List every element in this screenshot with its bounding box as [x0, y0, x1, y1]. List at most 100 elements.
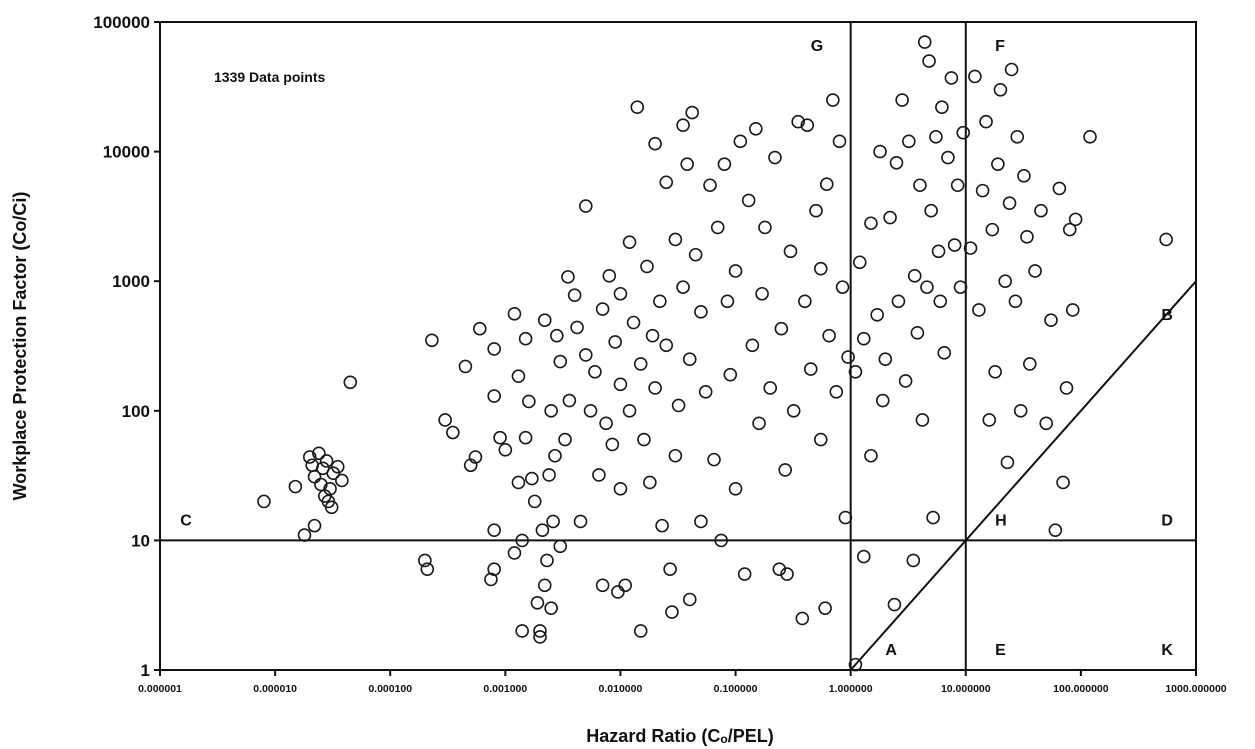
data-point: [832, 134, 847, 149]
zone-label-e: E: [995, 642, 1006, 659]
data-point: [535, 523, 550, 537]
x-tick-label: 1.000000: [829, 683, 873, 695]
data-point: [741, 193, 756, 208]
data-point: [838, 510, 853, 525]
data-point: [922, 54, 936, 68]
data-point: [873, 144, 887, 159]
data-point: [468, 450, 483, 464]
zone-label-b: B: [1161, 307, 1173, 324]
data-point: [680, 157, 694, 171]
data-point: [518, 430, 533, 445]
data-point: [668, 232, 683, 247]
data-point: [852, 255, 867, 270]
data-point: [795, 611, 810, 626]
data-point: [772, 562, 787, 576]
data-point: [630, 100, 645, 115]
data-point: [472, 321, 487, 336]
data-point: [694, 514, 708, 529]
data-point: [525, 471, 539, 486]
data-point: [288, 479, 303, 494]
data-point: [917, 35, 932, 49]
data-point: [633, 624, 648, 638]
data-point: [540, 553, 554, 568]
data-point: [511, 475, 526, 490]
data-point: [798, 294, 812, 309]
data-point: [507, 307, 522, 321]
data-point: [791, 114, 805, 129]
data-point: [640, 259, 654, 274]
data-point: [1048, 523, 1063, 537]
y-tick-label: 1: [141, 661, 150, 680]
data-point: [527, 494, 542, 509]
data-point: [768, 150, 782, 165]
data-point: [530, 596, 545, 610]
data-point: [553, 539, 568, 554]
y-tick-label: 1000: [112, 272, 150, 291]
data-point: [1083, 130, 1097, 144]
data-point: [937, 346, 952, 360]
plot-frame: [159, 21, 1197, 671]
data-point: [963, 241, 978, 255]
data-point: [875, 393, 890, 408]
data-point: [829, 385, 844, 399]
data-point: [780, 567, 794, 581]
data-point: [643, 475, 657, 490]
data-point: [330, 459, 345, 474]
data-point: [926, 510, 940, 525]
data-point: [307, 518, 322, 533]
data-point: [1044, 313, 1058, 328]
y-tick-label: 10: [131, 531, 150, 550]
data-point: [915, 413, 930, 427]
data-point: [1065, 303, 1080, 317]
data-point: [758, 220, 772, 235]
data-point: [487, 389, 501, 403]
data-point: [763, 381, 778, 395]
y-tick-label: 100000: [93, 13, 150, 32]
data-point: [533, 624, 547, 638]
data-point: [548, 448, 562, 463]
data-point: [257, 494, 271, 509]
x-tick-label: 0.001000: [483, 683, 527, 695]
data-point: [864, 216, 878, 231]
x-axis-label: Hazard Ratio (Cₒ/PEL): [586, 726, 773, 746]
data-point: [889, 155, 904, 170]
data-point: [493, 430, 507, 445]
data-point: [703, 178, 717, 193]
data-point: [935, 100, 949, 115]
data-point: [588, 364, 602, 379]
x-tick-label: 1000.000000: [1165, 683, 1226, 695]
reference-lines: [160, 22, 1197, 671]
data-point: [653, 294, 667, 309]
data-point: [826, 93, 840, 107]
data-point: [613, 482, 628, 496]
data-point: [335, 473, 349, 488]
data-point: [783, 244, 798, 259]
data-point: [515, 533, 529, 548]
data-point: [578, 348, 593, 362]
data-point: [803, 362, 818, 376]
data-point: [737, 567, 752, 581]
zone-label-k: K: [1161, 642, 1173, 659]
data-point: [1008, 294, 1023, 309]
data-point: [856, 331, 871, 346]
y-tick-label: 10000: [103, 143, 150, 162]
data-point: [583, 403, 598, 418]
data-point: [913, 178, 927, 193]
data-point: [1004, 62, 1019, 77]
data-point: [570, 320, 584, 335]
data-point: [418, 553, 432, 568]
data-point: [546, 514, 560, 529]
data-point: [898, 374, 913, 388]
data-point: [611, 585, 625, 599]
x-tick-label: 0.010000: [599, 683, 643, 695]
data-point: [297, 528, 312, 542]
data-point: [906, 553, 921, 568]
data-point: [979, 114, 993, 129]
y-tick-label: 100: [122, 402, 150, 421]
data-point: [982, 413, 997, 427]
data-point: [752, 416, 766, 431]
data-point: [550, 328, 564, 343]
data-point: [446, 425, 460, 440]
x-tick-label: 100.000000: [1053, 683, 1109, 695]
